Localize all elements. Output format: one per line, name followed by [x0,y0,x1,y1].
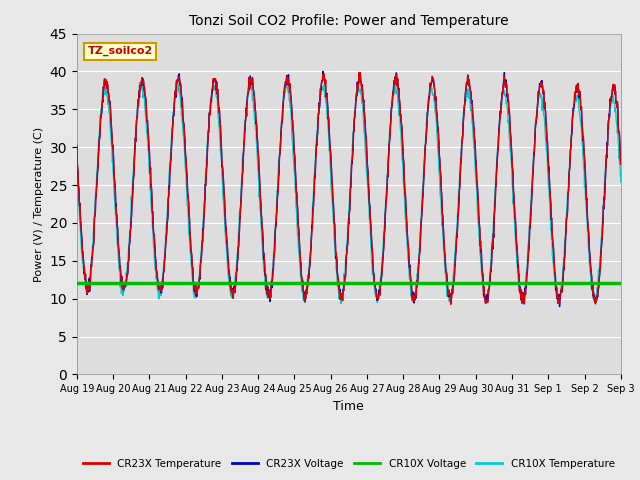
Title: Tonzi Soil CO2 Profile: Power and Temperature: Tonzi Soil CO2 Profile: Power and Temper… [189,14,509,28]
Y-axis label: Power (V) / Temperature (C): Power (V) / Temperature (C) [34,126,44,282]
X-axis label: Time: Time [333,400,364,413]
Legend: CR23X Temperature, CR23X Voltage, CR10X Voltage, CR10X Temperature: CR23X Temperature, CR23X Voltage, CR10X … [79,455,619,473]
Text: TZ_soilco2: TZ_soilco2 [88,46,153,56]
